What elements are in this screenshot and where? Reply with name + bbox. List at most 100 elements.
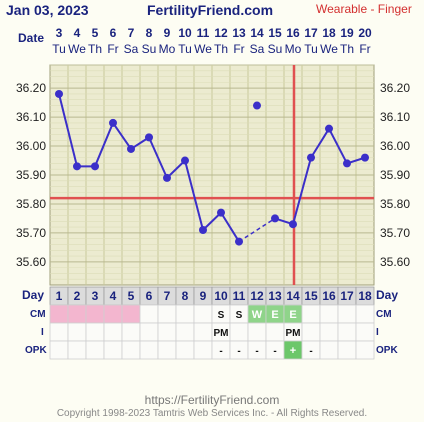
site-name: FertilityFriend.com xyxy=(147,2,273,18)
cycle-day-number: 6 xyxy=(146,289,153,303)
cycle-day-number: 4 xyxy=(110,289,117,303)
plot-grid xyxy=(49,64,375,286)
temperature-point xyxy=(163,173,171,182)
opk-row-label: OPK xyxy=(25,345,47,356)
temperature-segment xyxy=(148,136,168,179)
temperature-segment xyxy=(58,93,78,167)
date-label: 10 xyxy=(178,26,192,40)
temperature-point xyxy=(91,162,99,171)
cycle-day-number: 9 xyxy=(200,289,207,303)
device-note: Wearable - Finger xyxy=(316,2,412,16)
temperature-point xyxy=(343,159,351,168)
weekday-label: Su xyxy=(142,42,157,56)
intercourse-cell xyxy=(355,322,375,342)
date-label: 4 xyxy=(74,26,81,40)
temperature-point xyxy=(325,124,333,133)
weekday-label: Mo xyxy=(285,42,302,56)
weekday-label: Th xyxy=(340,42,354,56)
cm-cell xyxy=(139,304,159,324)
date-label: 8 xyxy=(146,26,153,40)
temperature-segment xyxy=(328,128,348,164)
date-label: 18 xyxy=(322,26,336,40)
y-tick-label: 36.20 xyxy=(16,81,46,95)
y-tick-label-right: 35.60 xyxy=(380,255,410,269)
y-tick-label: 35.60 xyxy=(16,255,46,269)
temperature-series xyxy=(50,65,374,285)
date-label: 7 xyxy=(128,26,135,40)
weekday-label: Th xyxy=(214,42,228,56)
intercourse-cell xyxy=(247,322,267,342)
y-tick-label: 35.80 xyxy=(16,197,46,211)
temperature-point xyxy=(55,89,63,98)
cm-cell xyxy=(355,304,375,324)
cm-cell xyxy=(49,304,69,324)
date-label: 15 xyxy=(268,26,282,40)
intercourse-cell xyxy=(319,322,339,342)
temperature-point xyxy=(235,237,243,246)
weekday-label: Sa xyxy=(250,42,265,56)
opk-value: - xyxy=(273,346,276,357)
cm-row-label: CM xyxy=(30,309,46,320)
date-label: 12 xyxy=(214,26,228,40)
opk-cell xyxy=(193,340,213,360)
cm-cell xyxy=(301,304,321,324)
date-label: 14 xyxy=(250,26,264,40)
weekday-label: Tu xyxy=(304,42,318,56)
temperature-segment-dashed xyxy=(238,217,276,243)
cm-value: E xyxy=(289,309,296,321)
intercourse-cell xyxy=(121,322,141,342)
temperature-segment xyxy=(220,212,240,243)
cm-value: E xyxy=(271,309,278,321)
intercourse-cell xyxy=(337,322,357,342)
temperature-point xyxy=(289,220,297,229)
opk-value: - xyxy=(219,346,222,357)
weekday-label: Sa xyxy=(124,42,139,56)
day-row-label-right: Day xyxy=(376,288,398,302)
cm-value: S xyxy=(218,310,225,321)
intercourse-cell xyxy=(49,322,69,342)
opk-cell xyxy=(319,340,339,360)
intercourse-row-label: I xyxy=(41,327,44,338)
date-row: 3Tu4We5Th6Fr7Sa8Su9Mo10Tu11We12Th13Fr14S… xyxy=(52,26,372,56)
intercourse-cell xyxy=(139,322,159,342)
weekday-label: We xyxy=(194,42,212,56)
temperature-point xyxy=(217,208,225,217)
cm-cell xyxy=(67,304,87,324)
cm-cell xyxy=(121,304,141,324)
date-label: 17 xyxy=(304,26,318,40)
date-label: 9 xyxy=(164,26,171,40)
opk-cell xyxy=(49,340,69,360)
cycle-day-number: 3 xyxy=(92,289,99,303)
date-label: 11 xyxy=(197,26,210,40)
cm-cell xyxy=(175,304,195,324)
weekday-label: Fr xyxy=(233,42,244,56)
opk-cell xyxy=(67,340,87,360)
y-tick-label-right: 35.90 xyxy=(380,168,410,182)
y-tick-label: 36.00 xyxy=(16,139,46,153)
weekday-label: Su xyxy=(268,42,283,56)
cm-cell xyxy=(157,304,177,324)
temperature-segment xyxy=(184,160,204,231)
temperature-segment xyxy=(292,157,312,225)
cycle-day-number: 1 xyxy=(56,289,63,303)
date-label: 6 xyxy=(110,26,117,40)
weekday-label: We xyxy=(68,42,86,56)
cycle-day-number: 11 xyxy=(233,289,246,303)
temperature-segment xyxy=(310,128,330,159)
intercourse-value: PM xyxy=(214,328,229,339)
date-row-label: Date xyxy=(18,31,44,45)
date-label: 16 xyxy=(286,26,300,40)
intercourse-cell xyxy=(229,322,249,342)
cm-cell xyxy=(193,304,213,324)
opk-value: + xyxy=(290,345,296,357)
intercourse-row-label-right: I xyxy=(376,327,379,338)
cycle-day-number: 5 xyxy=(128,289,135,303)
intercourse-cell xyxy=(67,322,87,342)
weekday-label: Tu xyxy=(178,42,192,56)
y-tick-label-right: 36.10 xyxy=(380,110,410,124)
cm-value: W xyxy=(252,309,263,321)
opk-value: - xyxy=(237,346,240,357)
cm-row-label-right: CM xyxy=(376,309,392,320)
y-tick-label: 35.90 xyxy=(16,168,46,182)
